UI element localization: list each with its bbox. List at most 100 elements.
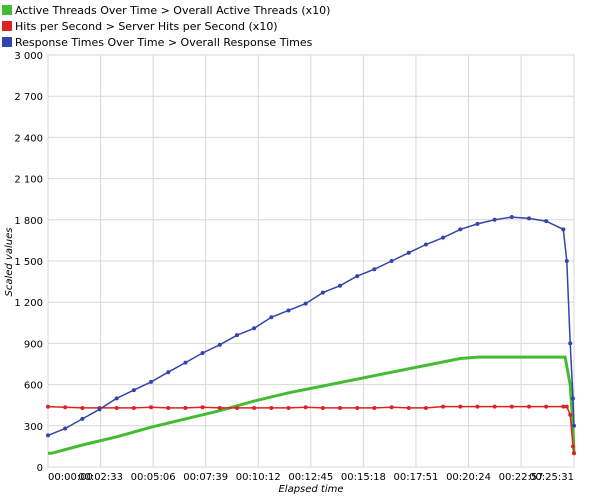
data-point [406,405,411,410]
y-tick-label: 2 700 [14,92,43,103]
legend-label-hits-per-second: Hits per Second > Server Hits per Second… [15,19,278,33]
data-point [320,405,325,410]
x-tick-label: 00:22:57 [499,472,544,483]
data-point [492,217,497,222]
data-point [80,405,85,410]
data-point [269,405,274,410]
data-point [389,259,394,263]
data-point [561,227,566,232]
x-tick-label: 00:07:39 [183,472,228,483]
data-point [63,426,68,431]
data-point [131,388,136,393]
data-point [286,308,291,313]
data-point [200,405,205,410]
legend-item-response-times[interactable]: Response Times Over Time > Overall Respo… [2,34,330,50]
data-point [166,370,171,375]
data-point [131,405,136,410]
legend-label-active-threads: Active Threads Over Time > Overall Activ… [15,3,331,17]
legend-item-hits-per-second[interactable]: Hits per Second > Server Hits per Second… [2,18,330,34]
data-point [572,423,576,428]
data-point [320,290,325,295]
data-point [200,351,205,356]
y-tick-label: 0 [37,463,43,474]
data-point [252,326,257,331]
data-point [338,405,343,410]
data-point [114,405,119,410]
data-point [166,405,171,410]
data-point [183,405,188,410]
data-point [544,404,549,409]
series-1 [46,404,576,456]
data-point [97,407,102,412]
data-point [561,404,566,409]
y-tick-label: 1 200 [14,298,43,309]
x-tick-label: 00:17:51 [393,472,438,483]
data-point [526,216,531,221]
data-point [568,412,573,417]
data-point [46,433,50,438]
x-tick-label: 00:25:31 [529,472,574,483]
y-tick-label: 900 [24,339,43,350]
x-tick-label: 00:15:18 [341,472,386,483]
data-point [183,360,188,365]
x-tick-label: 00:00:00 [48,472,93,483]
data-point [234,405,239,410]
y-tick-label: 2 400 [14,133,43,144]
data-point [406,250,411,255]
data-point [389,405,394,410]
data-point [46,404,50,409]
data-point [149,405,154,410]
y-tick-label: 2 100 [14,175,43,186]
data-point [475,221,480,226]
series-layer [46,215,576,456]
data-point [303,405,308,410]
data-point [63,405,68,410]
legend-swatch-response-times [2,37,12,47]
data-point [338,283,343,288]
data-point [544,219,549,224]
data-point [217,342,222,347]
legend-item-active-threads[interactable]: Active Threads Over Time > Overall Activ… [2,2,330,18]
legend-swatch-hits-per-second [2,21,12,31]
data-point [372,267,377,272]
data-point [509,215,514,220]
y-tick-label: 1 800 [14,216,43,227]
legend-label-response-times: Response Times Over Time > Overall Respo… [15,35,313,49]
data-point [80,416,85,421]
data-point [269,315,274,320]
data-point [564,404,569,409]
data-point [372,405,377,410]
data-point [568,341,573,346]
chart-legend: Active Threads Over Time > Overall Activ… [2,2,330,50]
data-point [217,405,222,410]
x-tick-label: 00:02:33 [78,472,123,483]
data-point [441,235,446,240]
data-point [423,242,428,247]
x-tick-label: 00:05:06 [131,472,176,483]
data-point [286,405,291,410]
y-tick-label: 1 500 [14,257,43,268]
data-point [509,404,514,409]
data-point [234,333,239,338]
x-tick-label: 00:20:24 [446,472,491,483]
data-point [423,405,428,410]
data-point [526,404,531,409]
y-tick-label: 600 [24,381,43,392]
legend-swatch-active-threads [2,5,12,15]
data-point [252,405,257,410]
y-tick-label: 300 [24,422,43,433]
y-tick-label: 3 000 [14,51,43,62]
data-point [492,404,497,409]
data-point [441,404,446,409]
series-0 [48,355,576,455]
data-point [355,274,360,279]
grid [47,54,575,468]
series-2 [46,215,576,438]
x-tick-label: 00:12:45 [288,472,333,483]
data-point [458,227,463,232]
data-point [303,301,308,306]
x-axis-label: Elapsed time [278,484,343,495]
data-point [570,444,575,449]
